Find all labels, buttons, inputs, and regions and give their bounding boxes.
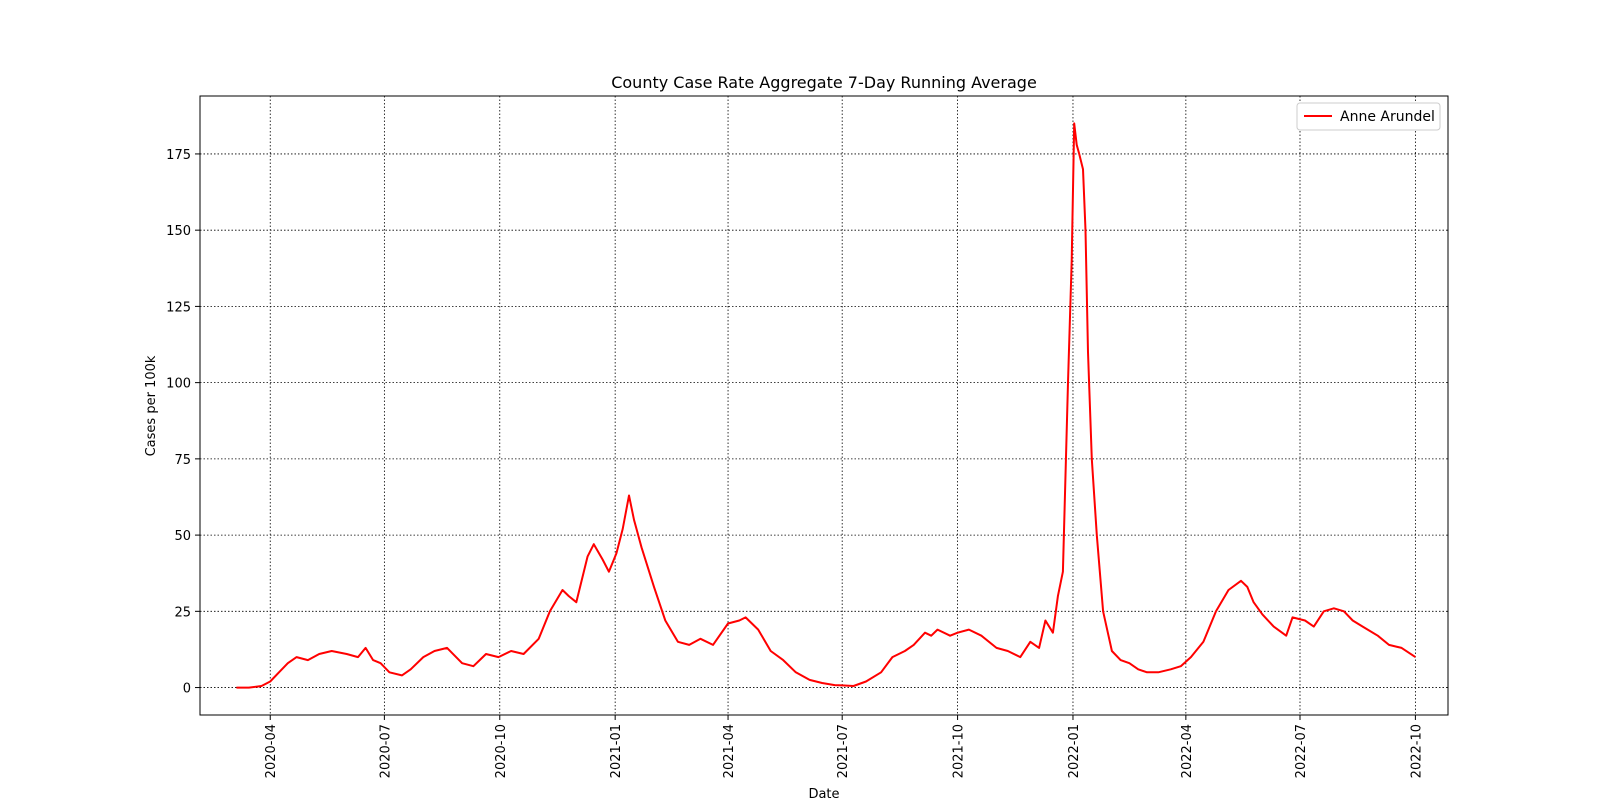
legend-label-anne-arundel: Anne Arundel bbox=[1340, 109, 1435, 125]
x-tick-label: 2021-10 bbox=[952, 724, 967, 778]
legend: Anne Arundel bbox=[1297, 103, 1440, 130]
y-tick-label: 50 bbox=[174, 529, 191, 544]
x-tick-label: 2020-04 bbox=[264, 724, 279, 778]
x-tick-label: 2022-10 bbox=[1409, 724, 1424, 778]
plot-area-frame bbox=[200, 96, 1448, 715]
x-tick-label: 2021-01 bbox=[609, 724, 624, 778]
grid bbox=[200, 96, 1448, 715]
x-tick-label: 2020-10 bbox=[494, 724, 509, 778]
x-tick-label: 2021-07 bbox=[836, 724, 851, 778]
y-tick-label: 175 bbox=[166, 148, 191, 163]
y-tick-label: 0 bbox=[183, 682, 191, 697]
chart-title: County Case Rate Aggregate 7-Day Running… bbox=[611, 73, 1037, 92]
x-tick-label: 2021-04 bbox=[722, 724, 737, 778]
x-tick-label: 2020-07 bbox=[378, 724, 393, 778]
series-line-0 bbox=[236, 123, 1415, 687]
x-tick-label: 2022-07 bbox=[1294, 724, 1309, 778]
x-tick-label: 2022-01 bbox=[1067, 724, 1082, 778]
x-axis-label: Date bbox=[808, 787, 839, 800]
y-tick-label: 125 bbox=[166, 300, 191, 315]
y-tick-label: 150 bbox=[166, 224, 191, 239]
y-axis: 0 25 50 75 100 125 150 175 bbox=[166, 148, 200, 697]
x-tick-label: 2022-04 bbox=[1180, 724, 1195, 778]
series-layer bbox=[236, 123, 1415, 687]
y-tick-label: 75 bbox=[174, 453, 191, 468]
y-tick-label: 100 bbox=[166, 377, 191, 392]
x-axis: 2020-04 2020-07 2020-10 2021-01 2021-04 2021-… bbox=[264, 715, 1424, 778]
y-axis-label: Cases per 100k bbox=[144, 355, 159, 456]
y-tick-label: 25 bbox=[174, 605, 191, 620]
